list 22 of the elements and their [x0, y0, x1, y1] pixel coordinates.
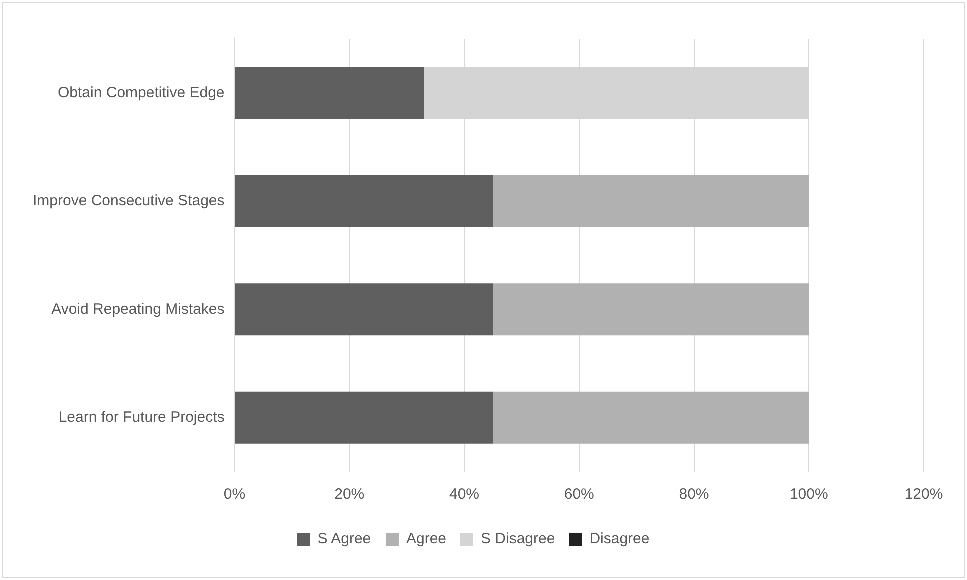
bar: [235, 67, 424, 120]
x-tick-label: 80%: [679, 486, 710, 504]
legend-label: S Agree: [318, 530, 372, 548]
bar: [235, 175, 494, 228]
x-tick-label: 60%: [564, 486, 594, 504]
y-tick-label: Avoid Repeating Mistakes: [52, 300, 225, 318]
bar: [493, 284, 810, 336]
y-tick-label: Learn for Future Projects: [58, 409, 225, 426]
x-tick-label: 0%: [224, 486, 246, 504]
x-tick-label: 40%: [449, 486, 480, 504]
bar: [235, 392, 494, 444]
bar: [493, 392, 810, 444]
y-tick-label: Improve Consecutive Stages: [32, 192, 225, 210]
x-tick-label: 100%: [790, 486, 828, 504]
y-tick-label: Obtain Competitive Edge: [58, 84, 225, 102]
x-tick-label: 20%: [334, 486, 365, 504]
x-tick-label: 120%: [904, 486, 944, 504]
bar: [235, 284, 494, 336]
bar: [493, 175, 810, 228]
legend-label: Agree: [406, 530, 446, 548]
legend-label: S Disagree: [481, 530, 556, 548]
legend-label: Disagree: [590, 530, 650, 548]
